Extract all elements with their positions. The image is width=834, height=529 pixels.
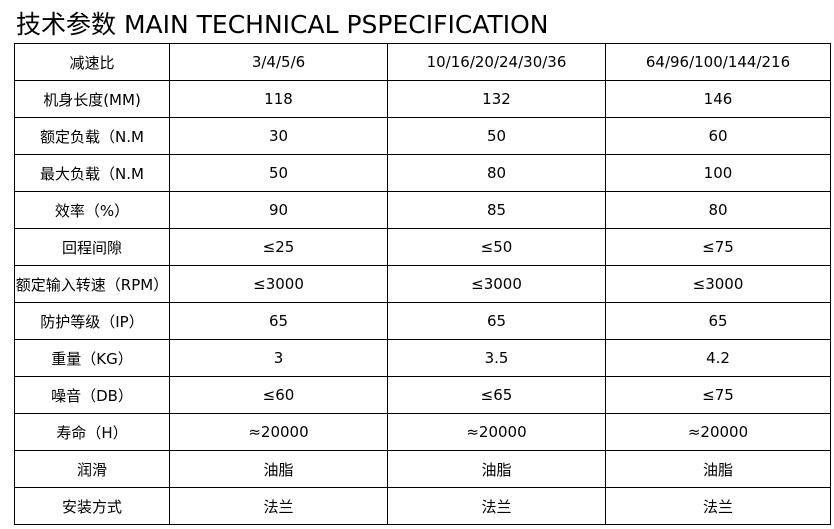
- table-row: 安装方式 法兰 法兰 法兰: [14, 487, 831, 525]
- table-row: 最大负载（N.M 50 80 100: [14, 154, 831, 192]
- row-label: 安装方式: [14, 487, 170, 525]
- table-row: 重量（KG） 3 3.5 4.2: [14, 339, 831, 377]
- table-cell: 65: [387, 302, 606, 340]
- table-cell: ≤65: [387, 376, 606, 414]
- row-label: 最大负载（N.M: [14, 154, 170, 192]
- table-cell: 85: [387, 191, 606, 229]
- table-cell: 80: [387, 154, 606, 192]
- table-row: 噪音（DB） ≤60 ≤65 ≤75: [14, 376, 831, 414]
- table-cell: 100: [605, 154, 831, 192]
- table-cell: ≤3000: [387, 265, 606, 303]
- table-cell: 50: [169, 154, 388, 192]
- table-row: 额定负载（N.M 30 50 60: [14, 117, 831, 155]
- table-cell: ≤3000: [605, 265, 831, 303]
- row-label: 噪音（DB）: [14, 376, 170, 414]
- row-label: 额定负载（N.M: [14, 117, 170, 155]
- table-cell: 油脂: [387, 450, 606, 488]
- table-cell: ≈20000: [605, 413, 831, 451]
- row-label: 润滑: [14, 450, 170, 488]
- table-row: 额定输入转速（RPM） ≤3000 ≤3000 ≤3000: [14, 265, 831, 303]
- row-label: 重量（KG）: [14, 339, 170, 377]
- table-cell: 60: [605, 117, 831, 155]
- table-cell: 法兰: [387, 487, 606, 525]
- table-cell: ≈20000: [387, 413, 606, 451]
- table-cell: 65: [605, 302, 831, 340]
- table-cell: 3: [169, 339, 388, 377]
- table-cell: ≤75: [605, 228, 831, 266]
- table-cell: ≤50: [387, 228, 606, 266]
- table-cell: 118: [169, 80, 388, 118]
- table-cell: 64/96/100/144/216: [605, 43, 831, 81]
- table-cell: 146: [605, 80, 831, 118]
- table-row: 回程间隙 ≤25 ≤50 ≤75: [14, 228, 831, 266]
- table-row: 机身长度(MM) 118 132 146: [14, 80, 831, 118]
- table-row: 效率（%） 90 85 80: [14, 191, 831, 229]
- page-title: 技术参数 MAIN TECHNICAL PSPECIFICATION: [16, 10, 549, 39]
- table-cell: 油脂: [169, 450, 388, 488]
- table-row: 寿命（H） ≈20000 ≈20000 ≈20000: [14, 413, 831, 451]
- table-cell: 法兰: [605, 487, 831, 525]
- table-cell: ≤75: [605, 376, 831, 414]
- row-label: 额定输入转速（RPM）: [14, 265, 170, 303]
- table-cell: ≤25: [169, 228, 388, 266]
- table-cell: ≤60: [169, 376, 388, 414]
- table-cell: 3/4/5/6: [169, 43, 388, 81]
- table-cell: 法兰: [169, 487, 388, 525]
- table-cell: 油脂: [605, 450, 831, 488]
- row-label: 减速比: [14, 43, 170, 81]
- table-cell: 10/16/20/24/30/36: [387, 43, 606, 81]
- table-row: 润滑 油脂 油脂 油脂: [14, 450, 831, 488]
- table-row: 防护等级（IP） 65 65 65: [14, 302, 831, 340]
- table-cell: 90: [169, 191, 388, 229]
- table-cell: 4.2: [605, 339, 831, 377]
- row-label: 寿命（H）: [14, 413, 170, 451]
- table-cell: ≤3000: [169, 265, 388, 303]
- table-cell: 30: [169, 117, 388, 155]
- table-cell: ≈20000: [169, 413, 388, 451]
- table-cell: 80: [605, 191, 831, 229]
- table-row: 减速比 3/4/5/6 10/16/20/24/30/36 64/96/100/…: [14, 43, 831, 81]
- table-cell: 65: [169, 302, 388, 340]
- row-label: 防护等级（IP）: [14, 302, 170, 340]
- row-label: 效率（%）: [14, 191, 170, 229]
- row-label: 回程间隙: [14, 228, 170, 266]
- table-cell: 50: [387, 117, 606, 155]
- row-label: 机身长度(MM): [14, 80, 170, 118]
- table-cell: 132: [387, 80, 606, 118]
- spec-table: 减速比 3/4/5/6 10/16/20/24/30/36 64/96/100/…: [14, 43, 831, 525]
- table-cell: 3.5: [387, 339, 606, 377]
